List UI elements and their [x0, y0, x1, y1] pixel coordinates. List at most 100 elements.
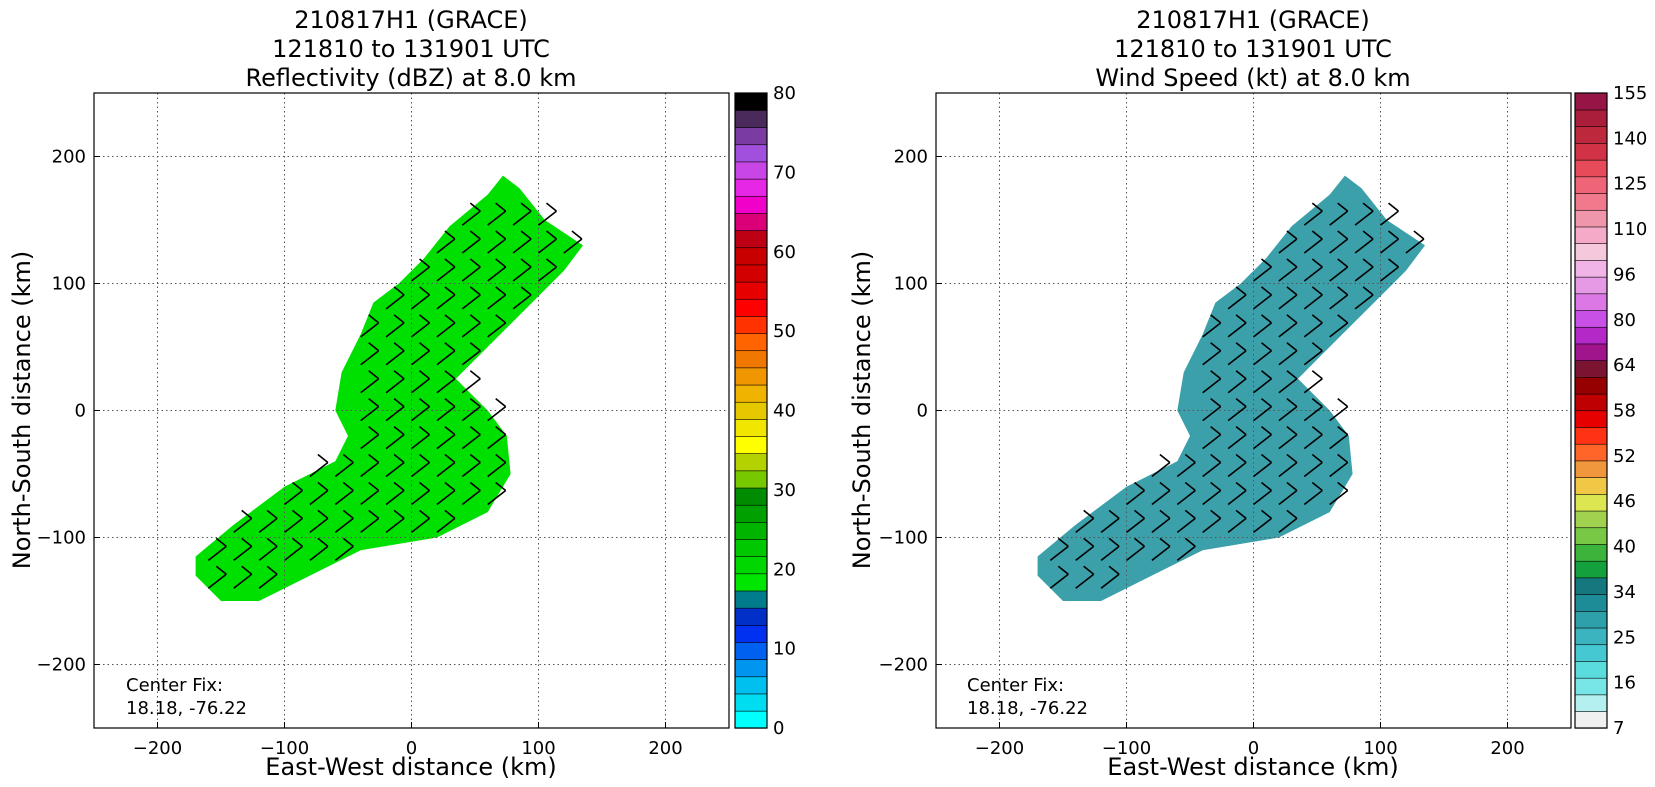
wind-barb: [1227, 425, 1247, 450]
wind-barb: [1227, 481, 1247, 506]
colorbar-tick-label: 140: [1613, 128, 1647, 149]
wind-barb: [1151, 453, 1171, 478]
wind-barbs: [207, 202, 583, 589]
colorbar-segment: [734, 453, 768, 472]
colorbar-segment: [734, 710, 768, 729]
wind-barb: [461, 370, 481, 394]
colorbar-tick-label: 34: [1613, 582, 1636, 603]
wind-speed-field: [1037, 175, 1425, 601]
wind-barb: [1202, 481, 1222, 506]
colorbar-tick-label: 50: [773, 321, 796, 342]
colorbar-segment: [1574, 192, 1608, 211]
wind-barb: [207, 537, 227, 561]
colorbar-tick-label: 96: [1613, 264, 1636, 285]
wind-barb: [1278, 230, 1298, 254]
wind-barb: [1329, 258, 1349, 282]
colorbar-segment: [734, 212, 768, 231]
colorbar-tick-label: 20: [773, 559, 796, 580]
title-line: 210817H1 (GRACE): [294, 6, 528, 34]
wind-barb: [1049, 565, 1069, 589]
x-tick-label: 100: [521, 738, 555, 759]
colorbar-segment: [1574, 677, 1608, 696]
wind-barb: [1329, 202, 1349, 226]
wind-barb: [1253, 453, 1272, 478]
wind-barb: [360, 509, 380, 534]
panel-title: 210817H1 (GRACE) 121810 to 131901 UTC Wi…: [1095, 6, 1410, 92]
y-tick-label: −200: [879, 655, 928, 676]
x-axis-label: East-West distance (km): [265, 753, 556, 781]
wind-barb: [385, 342, 405, 366]
colorbar-tick-label: 40: [773, 401, 796, 422]
wind-barb: [1151, 509, 1171, 534]
wind-barb: [1303, 258, 1323, 282]
colorbar-tick-label: 60: [773, 242, 796, 263]
wind-barb: [487, 481, 507, 506]
colorbar-segment: [1574, 343, 1608, 361]
colorbar-segment: [734, 230, 768, 249]
colorbar-segment: [1574, 410, 1608, 428]
reflectivity-colorbar: 0 10 20 30 40 50 60 70 80: [734, 83, 796, 739]
wind-barb: [1227, 314, 1247, 338]
wind-barb: [1176, 481, 1196, 506]
wind-barb: [436, 370, 456, 394]
colorbar-tick-label: 80: [1613, 310, 1636, 331]
wind-barb: [334, 481, 354, 506]
colorbar-segment: [1574, 543, 1608, 562]
colorbar-segment: [734, 298, 768, 317]
colorbar-segment: [734, 641, 768, 660]
wind-barb: [461, 481, 481, 506]
title-line: 210817H1 (GRACE): [1136, 6, 1370, 34]
wind-barb: [436, 286, 456, 310]
wind-barb: [1253, 481, 1272, 506]
wind-barb: [1202, 342, 1222, 366]
wind-barb: [1405, 230, 1425, 254]
wind-barb: [1354, 230, 1374, 254]
colorbar-segment: [1574, 293, 1608, 311]
wind-barb: [1202, 398, 1222, 422]
wind-barb: [411, 453, 430, 478]
wind-barb: [233, 509, 253, 534]
wind-barb: [360, 314, 380, 338]
wind-barb: [1227, 453, 1247, 478]
colorbar-segment: [734, 127, 768, 146]
colorbar-segment: [734, 521, 768, 540]
colorbar-segment: [1574, 226, 1608, 244]
wind-barb: [1202, 425, 1222, 450]
colorbar-segment: [734, 607, 768, 626]
wind-barb: [1253, 370, 1272, 394]
wind-barb: [1227, 342, 1247, 366]
colorbar-segment: [734, 538, 768, 557]
colorbar-segment: [1574, 710, 1608, 729]
wind-barb: [1227, 370, 1247, 394]
colorbar-segment: [1574, 610, 1608, 629]
wind-barb: [1278, 481, 1298, 506]
colorbar-segment: [734, 624, 768, 643]
colorbar-tick-label: 25: [1613, 627, 1636, 648]
wind-barb: [1176, 509, 1196, 534]
colorbar-segment: [1574, 109, 1608, 128]
wind-barb: [360, 481, 380, 506]
panel-title: 210817H1 (GRACE) 121810 to 131901 UTC Re…: [246, 6, 577, 92]
x-axis-label: East-West distance (km): [1107, 753, 1398, 781]
y-tick-labels: −200 −100 0 100 200: [879, 147, 942, 676]
wind-barb: [1354, 286, 1374, 310]
wind-barb: [512, 230, 532, 254]
wind-barb: [284, 481, 303, 506]
wind-barb: [385, 314, 405, 338]
colorbar-segment: [734, 504, 768, 523]
wind-barb: [411, 425, 430, 450]
wind-barb: [1278, 258, 1298, 282]
y-tick-label: 100: [894, 274, 928, 295]
wind-barb: [1049, 537, 1069, 561]
colorbar-segment: [1574, 426, 1608, 445]
wind-barbs: [1049, 202, 1425, 589]
colorbar-segment: [734, 161, 768, 180]
wind-barb: [436, 481, 456, 506]
wind-barb: [538, 202, 557, 226]
wind-barb: [1126, 509, 1145, 534]
y-tick-label: 0: [75, 401, 86, 422]
colorbar-segment: [1574, 276, 1608, 295]
reflectivity-field: [195, 175, 583, 601]
wind-barb: [309, 453, 329, 478]
